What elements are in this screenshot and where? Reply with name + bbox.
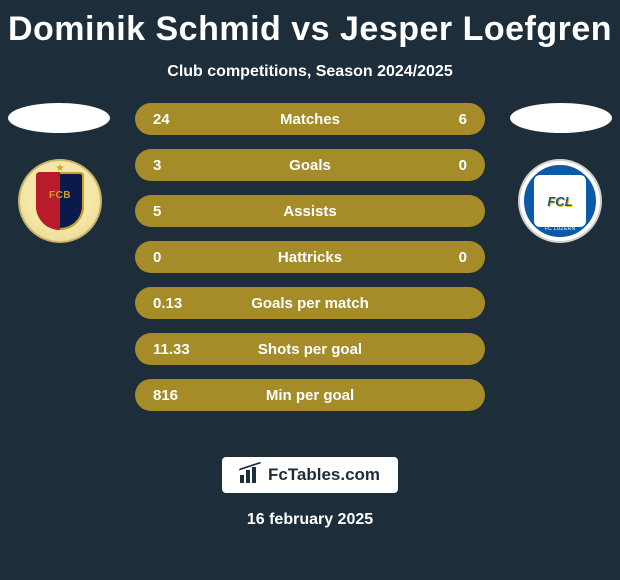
stat-value-right: 6: [407, 111, 467, 128]
luzern-badge-icon: FCL FC LUZERN: [524, 165, 596, 237]
luzern-fcl-text: FCL: [547, 194, 572, 209]
page-title: Dominik Schmid vs Jesper Loefgren: [0, 0, 620, 49]
fctables-badge: FcTables.com: [222, 457, 398, 493]
stat-value-left: 0.13: [153, 295, 213, 312]
stat-row: 5Assists: [135, 195, 485, 227]
stat-label: Hattricks: [213, 249, 407, 266]
player-marker-left: [8, 103, 110, 133]
stat-value-left: 0: [153, 249, 213, 266]
stat-label: Shots per goal: [213, 341, 407, 358]
basel-shield-icon: [36, 172, 84, 230]
date-label: 16 february 2025: [0, 511, 620, 529]
stat-value-right: 0: [407, 249, 467, 266]
stat-row: 11.33Shots per goal: [135, 333, 485, 365]
luzern-ring-text: FC LUZERN: [527, 226, 593, 232]
stat-value-left: 11.33: [153, 341, 213, 358]
stat-label: Min per goal: [213, 387, 407, 404]
stat-value-left: 5: [153, 203, 213, 220]
stat-value-left: 3: [153, 157, 213, 174]
stat-row: 3Goals0: [135, 149, 485, 181]
page-subtitle: Club competitions, Season 2024/2025: [0, 63, 620, 81]
stat-value-left: 816: [153, 387, 213, 404]
footer: FcTables.com: [0, 457, 620, 493]
comparison-content: ★ FCL FC LUZERN 24Matches63Goals05Assist…: [0, 103, 620, 443]
player-marker-right: [510, 103, 612, 133]
stat-row: 0Hattricks0: [135, 241, 485, 273]
stat-row: 0.13Goals per match: [135, 287, 485, 319]
stat-label: Goals: [213, 157, 407, 174]
bar-chart-icon: [240, 467, 260, 483]
stat-label: Goals per match: [213, 295, 407, 312]
stat-row: 24Matches6: [135, 103, 485, 135]
stat-value-right: 0: [407, 157, 467, 174]
branding-label: FcTables.com: [268, 465, 380, 485]
stat-row: 816Min per goal: [135, 379, 485, 411]
club-logo-right: FCL FC LUZERN: [518, 159, 602, 243]
stats-list: 24Matches63Goals05Assists0Hattricks00.13…: [135, 103, 485, 411]
stat-label: Assists: [213, 203, 407, 220]
stat-value-left: 24: [153, 111, 213, 128]
club-logo-left: ★: [18, 159, 102, 243]
stat-label: Matches: [213, 111, 407, 128]
